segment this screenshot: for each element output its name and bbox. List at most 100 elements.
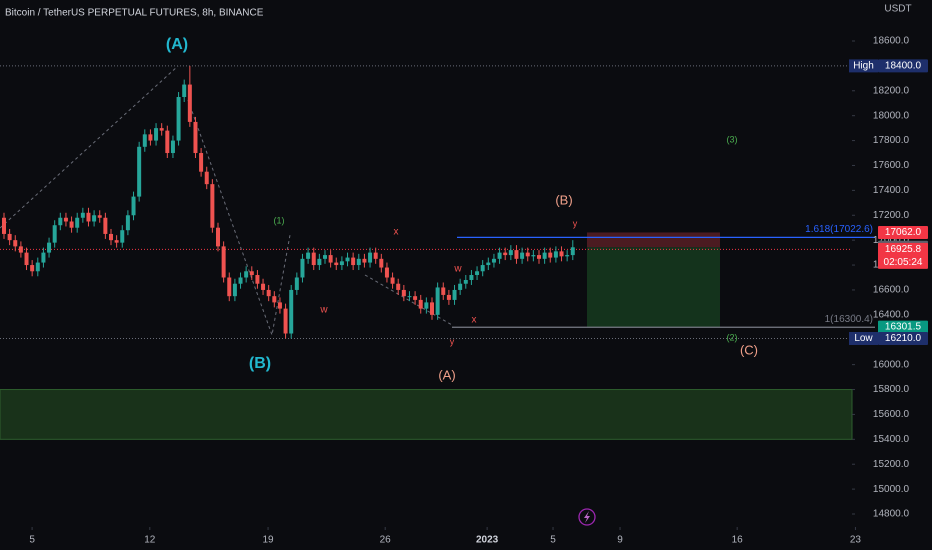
plot: 1.618(17022.6) 1(16300.4) bbox=[0, 65, 875, 339]
candle-body bbox=[154, 128, 159, 141]
price-axis: 14800.0 15000.0 15200.0 15400.0 15600.0 15800… bbox=[29, 36, 928, 546]
candle-body bbox=[69, 221, 74, 228]
target-zone bbox=[587, 247, 720, 328]
candle-body bbox=[7, 233, 12, 241]
price-badge-label: 18400.0 bbox=[885, 61, 922, 72]
x-tick-label: 2023 bbox=[476, 535, 499, 546]
candle-body bbox=[120, 230, 125, 243]
badge-name: Low bbox=[854, 333, 873, 344]
candle-body bbox=[131, 196, 136, 216]
y-tick-label: 18600.0 bbox=[873, 36, 910, 47]
candle-body bbox=[215, 227, 220, 247]
wave-label: (C) bbox=[740, 342, 758, 357]
candle-body bbox=[435, 287, 440, 315]
candle-body bbox=[238, 277, 243, 284]
wave-line bbox=[0, 65, 179, 229]
badge-name-box bbox=[849, 331, 878, 345]
y-tick-label: 15800.0 bbox=[873, 384, 910, 395]
x-tick-label: 26 bbox=[380, 535, 392, 546]
y-tick-label: 17800.0 bbox=[873, 135, 910, 146]
wave-label: x bbox=[394, 227, 399, 238]
price-badge-label: 16301.5 bbox=[885, 322, 922, 333]
y-tick-label: 17000.0 bbox=[873, 235, 910, 246]
x-tick-label: 16 bbox=[732, 535, 744, 546]
candle-body bbox=[322, 255, 327, 259]
x-tick-label: 12 bbox=[144, 535, 156, 546]
alert-icon[interactable] bbox=[578, 508, 596, 526]
candle-body bbox=[41, 252, 46, 263]
wave-label: (A) bbox=[166, 36, 188, 53]
candle-body bbox=[210, 184, 215, 228]
candle-body bbox=[97, 215, 102, 218]
candle-body bbox=[525, 252, 530, 257]
wave-label: x bbox=[472, 315, 477, 326]
y-tick-label: 15600.0 bbox=[873, 409, 910, 420]
stop-zone bbox=[587, 232, 720, 248]
candle-body bbox=[137, 146, 142, 197]
candle-body bbox=[272, 296, 277, 303]
y-tick-label: 14800.0 bbox=[873, 509, 910, 520]
candle-body bbox=[148, 134, 153, 141]
candle-body bbox=[176, 97, 181, 141]
candle-body bbox=[35, 262, 40, 272]
candle-body bbox=[277, 302, 282, 309]
y-tick-label: 15000.0 bbox=[873, 484, 910, 495]
candle-body bbox=[142, 134, 147, 147]
chart-title: Bitcoin / TetherUS PERPETUAL FUTURES, 8h… bbox=[5, 8, 264, 19]
wave-label: y bbox=[450, 336, 455, 346]
alert-bolt[interactable] bbox=[584, 511, 590, 523]
fib-label: 1.618(17022.6) bbox=[805, 224, 873, 235]
y-tick-label: 17600.0 bbox=[873, 160, 910, 171]
price-badge-label: 16210.0 bbox=[885, 333, 922, 344]
candle-body bbox=[429, 302, 434, 315]
candle-body bbox=[480, 265, 485, 272]
wave-label: w bbox=[453, 264, 462, 275]
candle-body bbox=[182, 84, 187, 98]
candle-body bbox=[418, 299, 423, 309]
candle-body bbox=[356, 258, 361, 266]
candle-body bbox=[463, 279, 468, 284]
candle-body bbox=[1, 217, 6, 234]
candle-body bbox=[58, 217, 63, 226]
candle-body bbox=[255, 275, 260, 284]
candle-body bbox=[446, 294, 451, 300]
candle-body bbox=[108, 233, 113, 241]
candle-body bbox=[221, 246, 226, 278]
candle-body bbox=[486, 262, 491, 266]
candle-body bbox=[396, 283, 401, 290]
candle-body bbox=[469, 275, 474, 280]
price-badge-label: 16925.8 bbox=[885, 244, 922, 255]
wave-label: (B) bbox=[249, 355, 271, 372]
candle-body bbox=[244, 271, 249, 278]
wave-line bbox=[364, 274, 453, 326]
candle-body bbox=[379, 258, 384, 268]
candle-body bbox=[368, 252, 373, 263]
y-tick-label: 18200.0 bbox=[873, 85, 910, 96]
countdown: 02:05:24 bbox=[884, 257, 923, 268]
x-tick-label: 5 bbox=[550, 535, 556, 546]
alert-circle[interactable] bbox=[578, 508, 596, 526]
price-badge bbox=[878, 320, 928, 334]
candle-body bbox=[193, 121, 198, 154]
candle-body bbox=[339, 261, 344, 266]
candle-body bbox=[283, 308, 288, 334]
x-tick-label: 5 bbox=[29, 535, 35, 546]
candle-body bbox=[475, 271, 480, 276]
candle-body bbox=[407, 296, 412, 298]
candle-body bbox=[92, 215, 97, 222]
badge-name: High bbox=[853, 61, 874, 72]
y-tick-label: 17400.0 bbox=[873, 185, 910, 196]
candle-body bbox=[75, 217, 80, 228]
candle-body bbox=[317, 258, 322, 266]
candle-body bbox=[170, 140, 175, 154]
candle-body bbox=[328, 255, 333, 263]
candle-body bbox=[266, 289, 271, 297]
candle-body bbox=[18, 246, 23, 253]
candle-body bbox=[114, 240, 119, 243]
candle-body bbox=[553, 251, 558, 258]
candle-body bbox=[227, 277, 232, 297]
candle-body bbox=[103, 217, 108, 234]
candle-body bbox=[204, 171, 209, 185]
candle-body bbox=[491, 258, 496, 263]
candle-body bbox=[159, 128, 164, 131]
